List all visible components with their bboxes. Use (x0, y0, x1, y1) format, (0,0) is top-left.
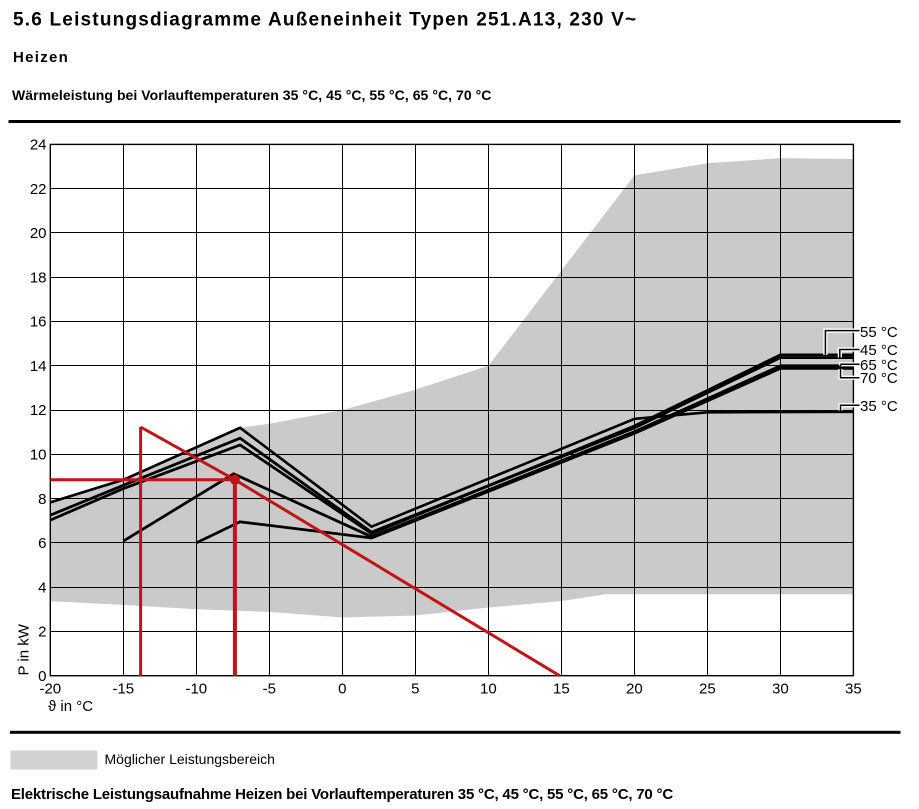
svg-text:18: 18 (30, 269, 47, 286)
svg-text:5.6 Leistungsdiagramme Außenei: 5.6 Leistungsdiagramme Außeneinheit Type… (13, 10, 637, 31)
svg-text:20: 20 (626, 680, 643, 697)
svg-text:25: 25 (699, 680, 716, 697)
svg-text:Möglicher Leistungsbereich: Möglicher Leistungsbereich (105, 751, 275, 767)
svg-text:-20: -20 (39, 680, 61, 697)
svg-text:0: 0 (338, 680, 346, 697)
svg-text:35 °C: 35 °C (860, 398, 898, 415)
svg-text:6: 6 (38, 535, 46, 552)
svg-text:8: 8 (38, 491, 46, 508)
svg-text:16: 16 (30, 314, 47, 331)
svg-text:0: 0 (38, 668, 46, 685)
svg-text:24: 24 (30, 137, 47, 154)
svg-text:-10: -10 (185, 680, 207, 697)
svg-text:5: 5 (411, 680, 419, 697)
svg-text:P in kW: P in kW (16, 623, 33, 675)
svg-text:70 °C: 70 °C (860, 370, 898, 387)
svg-text:12: 12 (30, 402, 47, 419)
svg-text:30: 30 (772, 680, 789, 697)
svg-text:4: 4 (38, 579, 46, 596)
svg-text:65 °C: 65 °C (860, 357, 898, 374)
svg-text:-15: -15 (112, 680, 134, 697)
svg-text:Heizen: Heizen (13, 49, 69, 66)
svg-text:22: 22 (30, 181, 47, 198)
svg-text:20: 20 (30, 225, 47, 242)
svg-text:55 °C: 55 °C (860, 324, 898, 341)
svg-text:45 °C: 45 °C (860, 342, 898, 359)
svg-text:15: 15 (553, 680, 570, 697)
svg-text:-5: -5 (263, 680, 276, 697)
svg-text:10: 10 (480, 680, 497, 697)
svg-text:2: 2 (38, 624, 46, 641)
svg-text:10: 10 (30, 447, 47, 464)
svg-text:ϑ in °C: ϑ in °C (48, 698, 93, 715)
svg-text:14: 14 (30, 358, 47, 375)
svg-text:Elektrische Leistungsaufnahme: Elektrische Leistungsaufnahme Heizen bei… (11, 786, 673, 803)
svg-text:Wärmeleistung bei Vorlauftempe: Wärmeleistung bei Vorlauftemperaturen 35… (12, 87, 491, 103)
svg-text:35: 35 (845, 680, 862, 697)
